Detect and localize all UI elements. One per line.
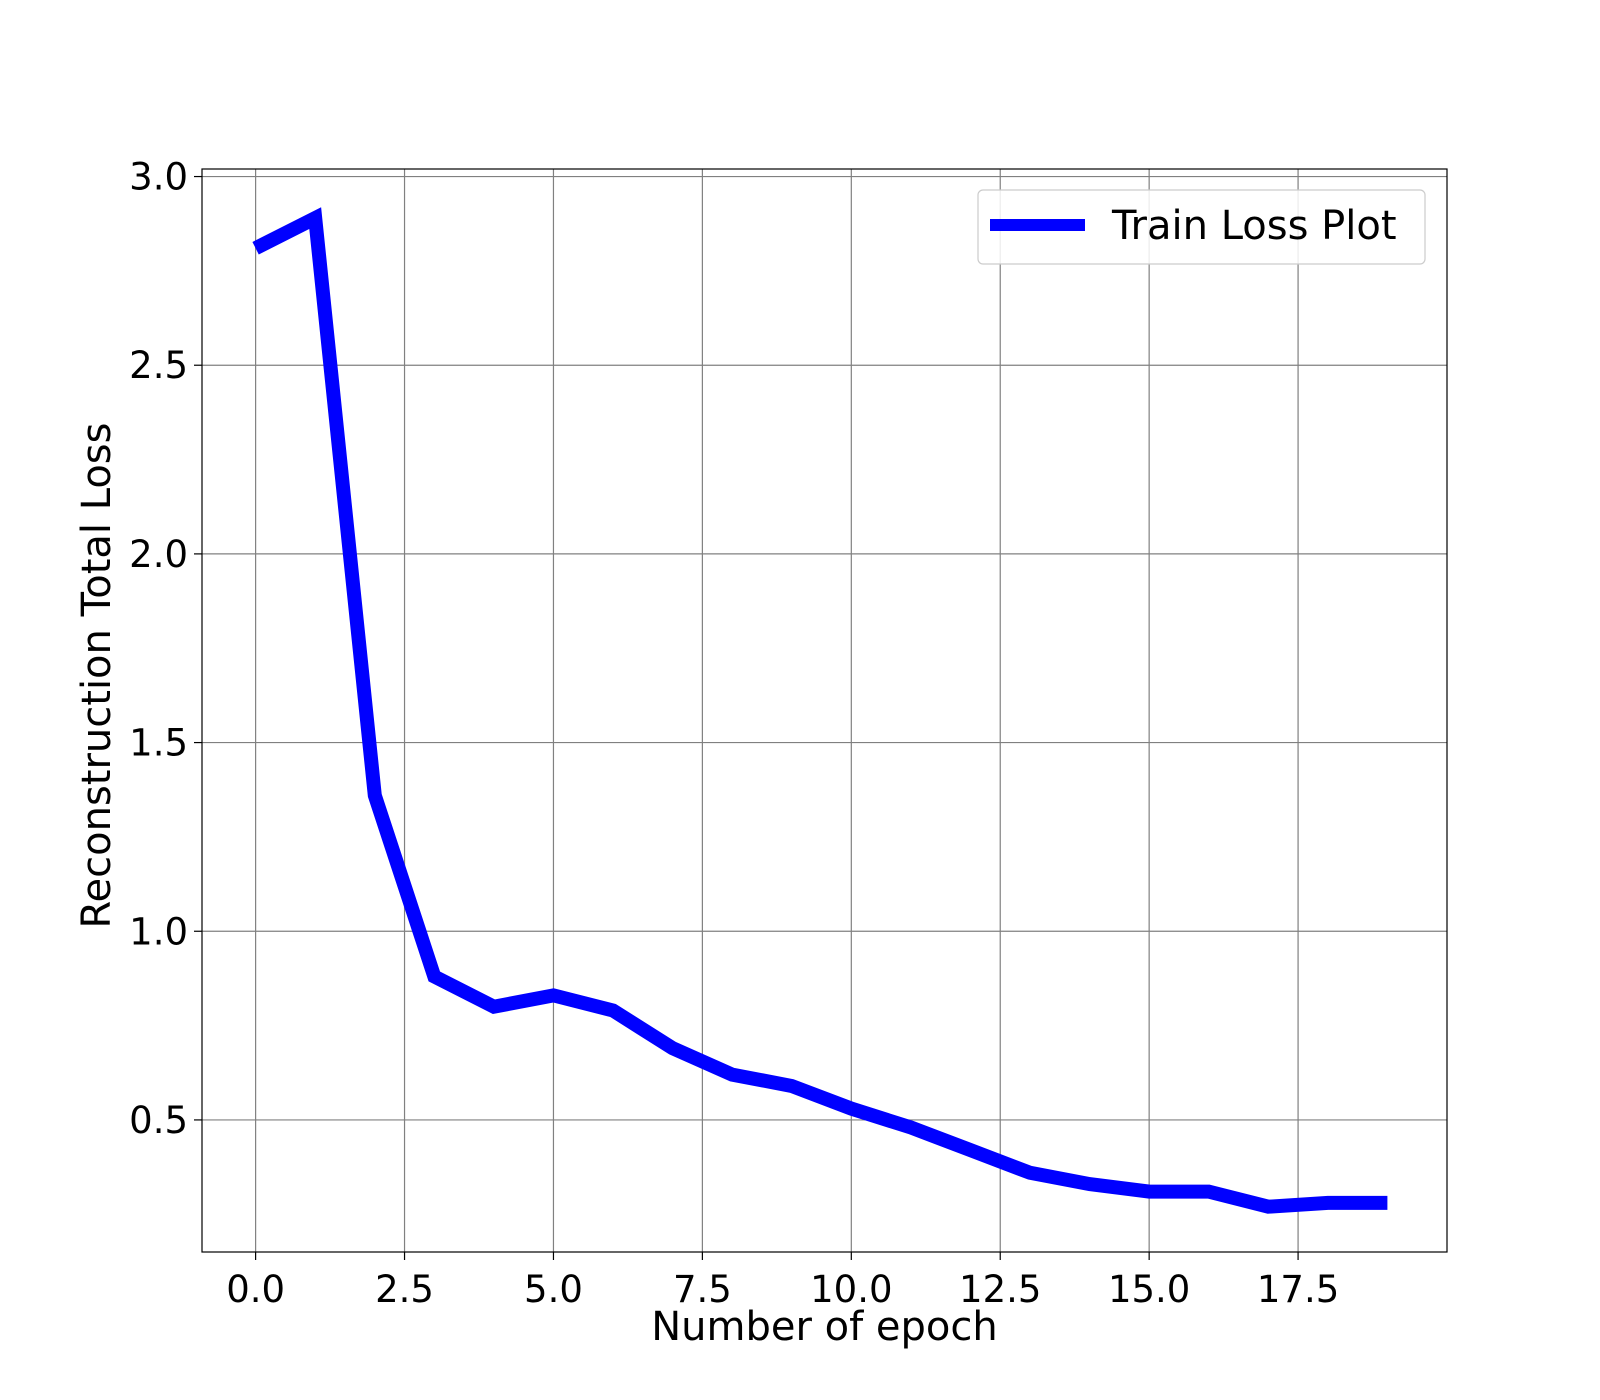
plot-frame — [201, 168, 1448, 1253]
x-tick-label: 12.5 — [959, 1268, 1041, 1311]
x-tick-label: 10.0 — [810, 1268, 892, 1311]
x-tick-label: 5.0 — [524, 1268, 583, 1311]
legend-box — [977, 189, 1426, 265]
y-tick-label: 1.0 — [129, 910, 188, 953]
y-tick-label: 2.5 — [129, 344, 188, 387]
legend-label: Train Loss Plot — [1111, 203, 1397, 249]
series-line — [252, 207, 1388, 1214]
grid-layer — [202, 169, 1447, 1252]
x-tick-label: 0.0 — [226, 1268, 285, 1311]
x-tick-label: 7.5 — [673, 1268, 732, 1311]
y-tick-label: 3.0 — [129, 156, 188, 199]
series-layer — [252, 207, 1388, 1214]
x-axis-label: Number of epoch — [651, 1304, 997, 1350]
ticks-layer: 0.0 2.5 5.0 7.5 10.0 12.5 15.0 17.5 0.5 1.0 1.5 2.0… — [129, 156, 1339, 1311]
x-tick-label: 17.5 — [1257, 1268, 1339, 1311]
y-axis-label: Reconstruction Total Loss — [74, 423, 120, 929]
y-tick-label: 0.5 — [129, 1099, 188, 1142]
y-tick-label: 1.5 — [129, 722, 188, 765]
legend: Train Loss Plot — [977, 189, 1426, 265]
x-tick-label: 15.0 — [1108, 1268, 1190, 1311]
x-tick-label: 2.5 — [375, 1268, 434, 1311]
y-tick-label: 2.0 — [129, 533, 188, 576]
